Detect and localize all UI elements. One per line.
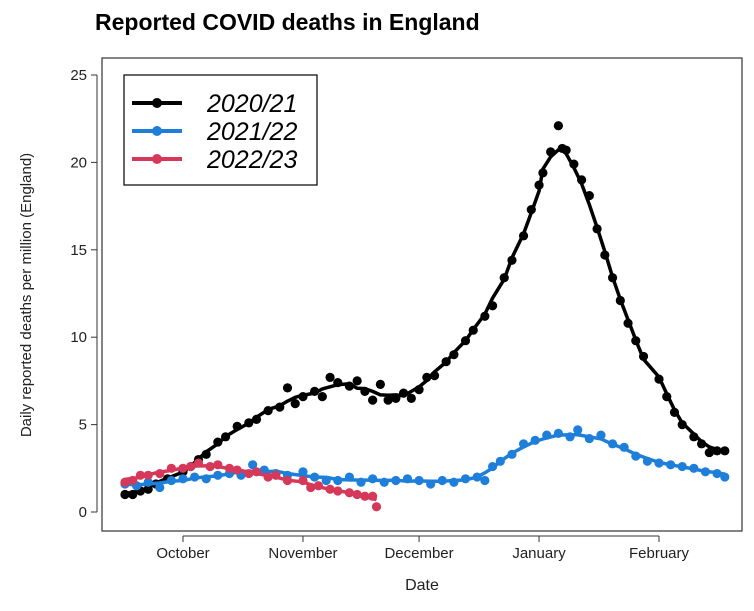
x-axis-label: Date — [405, 577, 439, 594]
trend-line — [124, 464, 378, 502]
plot-frame — [101, 57, 743, 532]
y-tick-label: 0 — [79, 504, 87, 521]
legend-label: 2021/22 — [206, 118, 297, 146]
legend-marker — [152, 154, 162, 164]
y-tick-label: 20 — [70, 154, 87, 171]
chart-title: Reported COVID deaths in England — [95, 9, 480, 35]
legend-marker — [152, 126, 162, 136]
y-tick-label: 15 — [70, 242, 87, 259]
data-point — [704, 447, 714, 458]
data-point — [383, 395, 393, 405]
data-point — [282, 383, 293, 393]
x-tick-label: February — [629, 545, 690, 562]
series-2022-23 — [120, 458, 382, 512]
y-tick-label: 10 — [70, 329, 87, 346]
data-point — [290, 399, 300, 409]
legend-marker — [152, 98, 162, 108]
data-point — [248, 460, 258, 470]
data-point — [317, 392, 327, 402]
data-point — [375, 379, 385, 389]
legend-label: 2020/21 — [206, 90, 297, 118]
data-point — [325, 372, 335, 383]
x-tick-label: December — [384, 545, 453, 562]
data-point — [553, 121, 563, 131]
legend-label: 2022/23 — [206, 146, 297, 174]
data-point — [352, 376, 362, 386]
x-tick-label: November — [268, 545, 337, 562]
data-point — [371, 502, 382, 512]
y-tick-label: 25 — [70, 67, 87, 84]
data-point — [573, 425, 583, 435]
data-point — [406, 393, 416, 403]
trend-line — [124, 146, 726, 496]
x-tick-label: October — [156, 545, 209, 562]
y-axis-label: Daily reported deaths per million (Engla… — [18, 153, 35, 437]
data-point — [155, 482, 165, 493]
x-tick-label: January — [512, 545, 566, 562]
data-point — [368, 395, 378, 405]
series-2021-22 — [120, 425, 730, 493]
data-point — [480, 475, 490, 486]
trend-line — [124, 432, 726, 487]
y-tick-label: 5 — [79, 417, 87, 434]
